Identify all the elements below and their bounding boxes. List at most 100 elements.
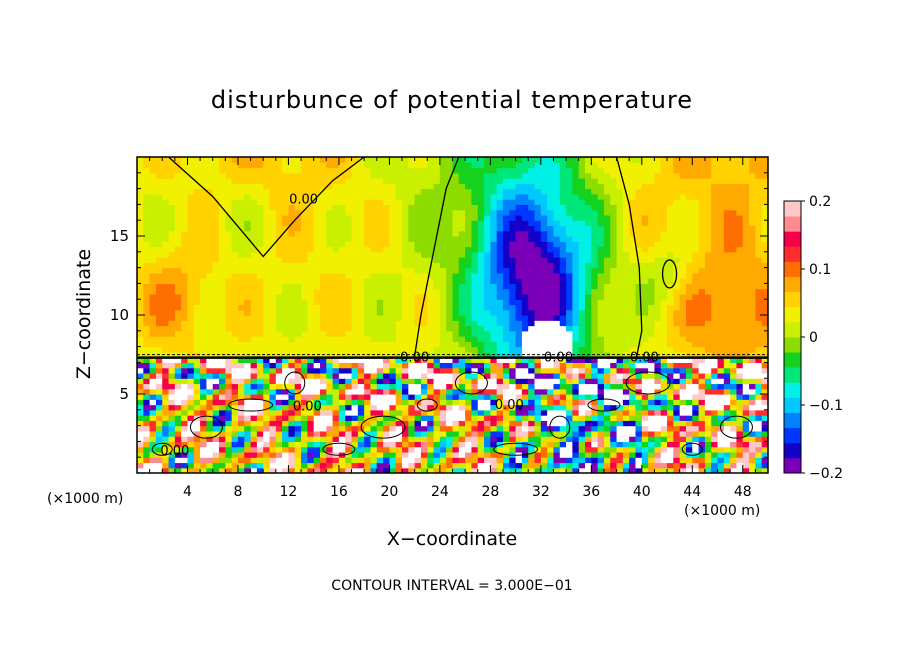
heatmap-cell: [244, 409, 252, 416]
heatmap-cell: [553, 172, 561, 179]
heatmap-cell: [402, 199, 409, 205]
heatmap-cell: [553, 315, 561, 321]
heatmap-cell: [502, 162, 510, 169]
heatmap-cell: [137, 425, 144, 432]
heatmap-cell: [301, 357, 308, 363]
heatmap-cell: [629, 415, 637, 421]
heatmap-cell: [540, 278, 548, 284]
heatmap-cell: [383, 220, 390, 227]
heatmap-cell: [307, 325, 315, 332]
heatmap-cell: [490, 262, 498, 269]
heatmap-cell: [193, 409, 201, 416]
heatmap-cell: [326, 178, 334, 184]
heatmap-cell: [553, 341, 561, 348]
heatmap-cell: [301, 278, 308, 284]
heatmap-cell: [244, 299, 252, 306]
heatmap-cell: [395, 420, 403, 427]
heatmap-cell: [484, 157, 491, 163]
heatmap-cell: [597, 451, 605, 458]
heatmap-cell: [389, 225, 397, 232]
heatmap-cell: [553, 241, 561, 248]
heatmap-cell: [528, 372, 536, 379]
heatmap-cell: [187, 451, 195, 458]
heatmap-cell: [263, 425, 271, 432]
heatmap-cell: [547, 357, 555, 363]
heatmap-cell: [193, 399, 201, 406]
heatmap-cell: [338, 420, 346, 427]
heatmap-cell: [351, 325, 359, 332]
heatmap-cell: [458, 172, 466, 179]
heatmap-cell: [200, 341, 208, 348]
heatmap-cell: [414, 372, 422, 379]
heatmap-cell: [648, 446, 656, 453]
heatmap-cell: [603, 404, 611, 411]
heatmap-cell: [408, 415, 416, 421]
heatmap-cell: [622, 336, 630, 342]
heatmap-cell: [219, 157, 226, 163]
heatmap-cell: [452, 257, 460, 263]
heatmap-cell: [515, 357, 523, 363]
heatmap-cell: [225, 378, 233, 385]
heatmap-cell: [200, 236, 208, 242]
heatmap-cell: [231, 262, 239, 269]
heatmap-cell: [603, 299, 611, 306]
heatmap-cell: [269, 436, 277, 442]
heatmap-cell: [200, 241, 208, 248]
heatmap-cell: [237, 167, 245, 174]
heatmap-cell: [585, 214, 592, 221]
heatmap-cell: [629, 246, 637, 253]
heatmap-cell: [200, 162, 208, 169]
heatmap-cell: [231, 299, 239, 306]
heatmap-cell: [250, 330, 258, 337]
heatmap-cell: [477, 178, 485, 184]
heatmap-cell: [143, 451, 151, 458]
heatmap-cell: [370, 157, 378, 163]
heatmap-cell: [566, 399, 573, 406]
heatmap-cell: [515, 209, 523, 216]
heatmap-cell: [174, 178, 182, 184]
heatmap-cell: [200, 172, 208, 179]
heatmap-cell: [219, 167, 226, 174]
heatmap-cell: [610, 199, 618, 205]
heatmap-cell: [181, 399, 189, 406]
heatmap-cell: [225, 183, 233, 190]
heatmap-cell: [427, 183, 435, 190]
heatmap-cell: [345, 367, 353, 374]
heatmap-cell: [383, 188, 390, 195]
heatmap-cell: [275, 446, 283, 453]
heatmap-cell: [648, 267, 656, 274]
heatmap-cell: [193, 293, 201, 300]
heatmap-cell: [496, 204, 504, 211]
heatmap-cell: [263, 230, 271, 237]
heatmap-cell: [641, 251, 649, 258]
heatmap-cell: [547, 183, 555, 190]
heatmap-cell: [484, 278, 491, 284]
heatmap-cell: [364, 399, 372, 406]
heatmap-cell: [603, 457, 611, 464]
heatmap-cell: [351, 225, 359, 232]
heatmap-cell: [572, 409, 580, 416]
heatmap-cell: [244, 162, 252, 169]
heatmap-cell: [496, 283, 504, 290]
heatmap-cell: [603, 257, 611, 263]
heatmap-cell: [477, 372, 485, 379]
heatmap-cell: [143, 315, 151, 321]
heatmap-cell: [137, 299, 144, 306]
heatmap-cell: [496, 246, 504, 253]
heatmap-cell: [553, 283, 561, 290]
heatmap-cell: [395, 430, 403, 437]
heatmap-cell: [206, 214, 214, 221]
heatmap-cells: [137, 157, 768, 473]
heatmap-cell: [294, 230, 302, 237]
heatmap-cell: [622, 204, 630, 211]
heatmap-cell: [338, 467, 346, 473]
heatmap-cell: [307, 236, 315, 242]
heatmap-cell: [654, 446, 662, 453]
heatmap-cell: [591, 394, 599, 400]
heatmap-cell: [521, 388, 529, 395]
heatmap-cell: [357, 399, 365, 406]
heatmap-cell: [383, 178, 390, 184]
heatmap-cell: [326, 309, 334, 316]
heatmap-cell: [420, 341, 428, 348]
heatmap-cell: [402, 467, 409, 473]
